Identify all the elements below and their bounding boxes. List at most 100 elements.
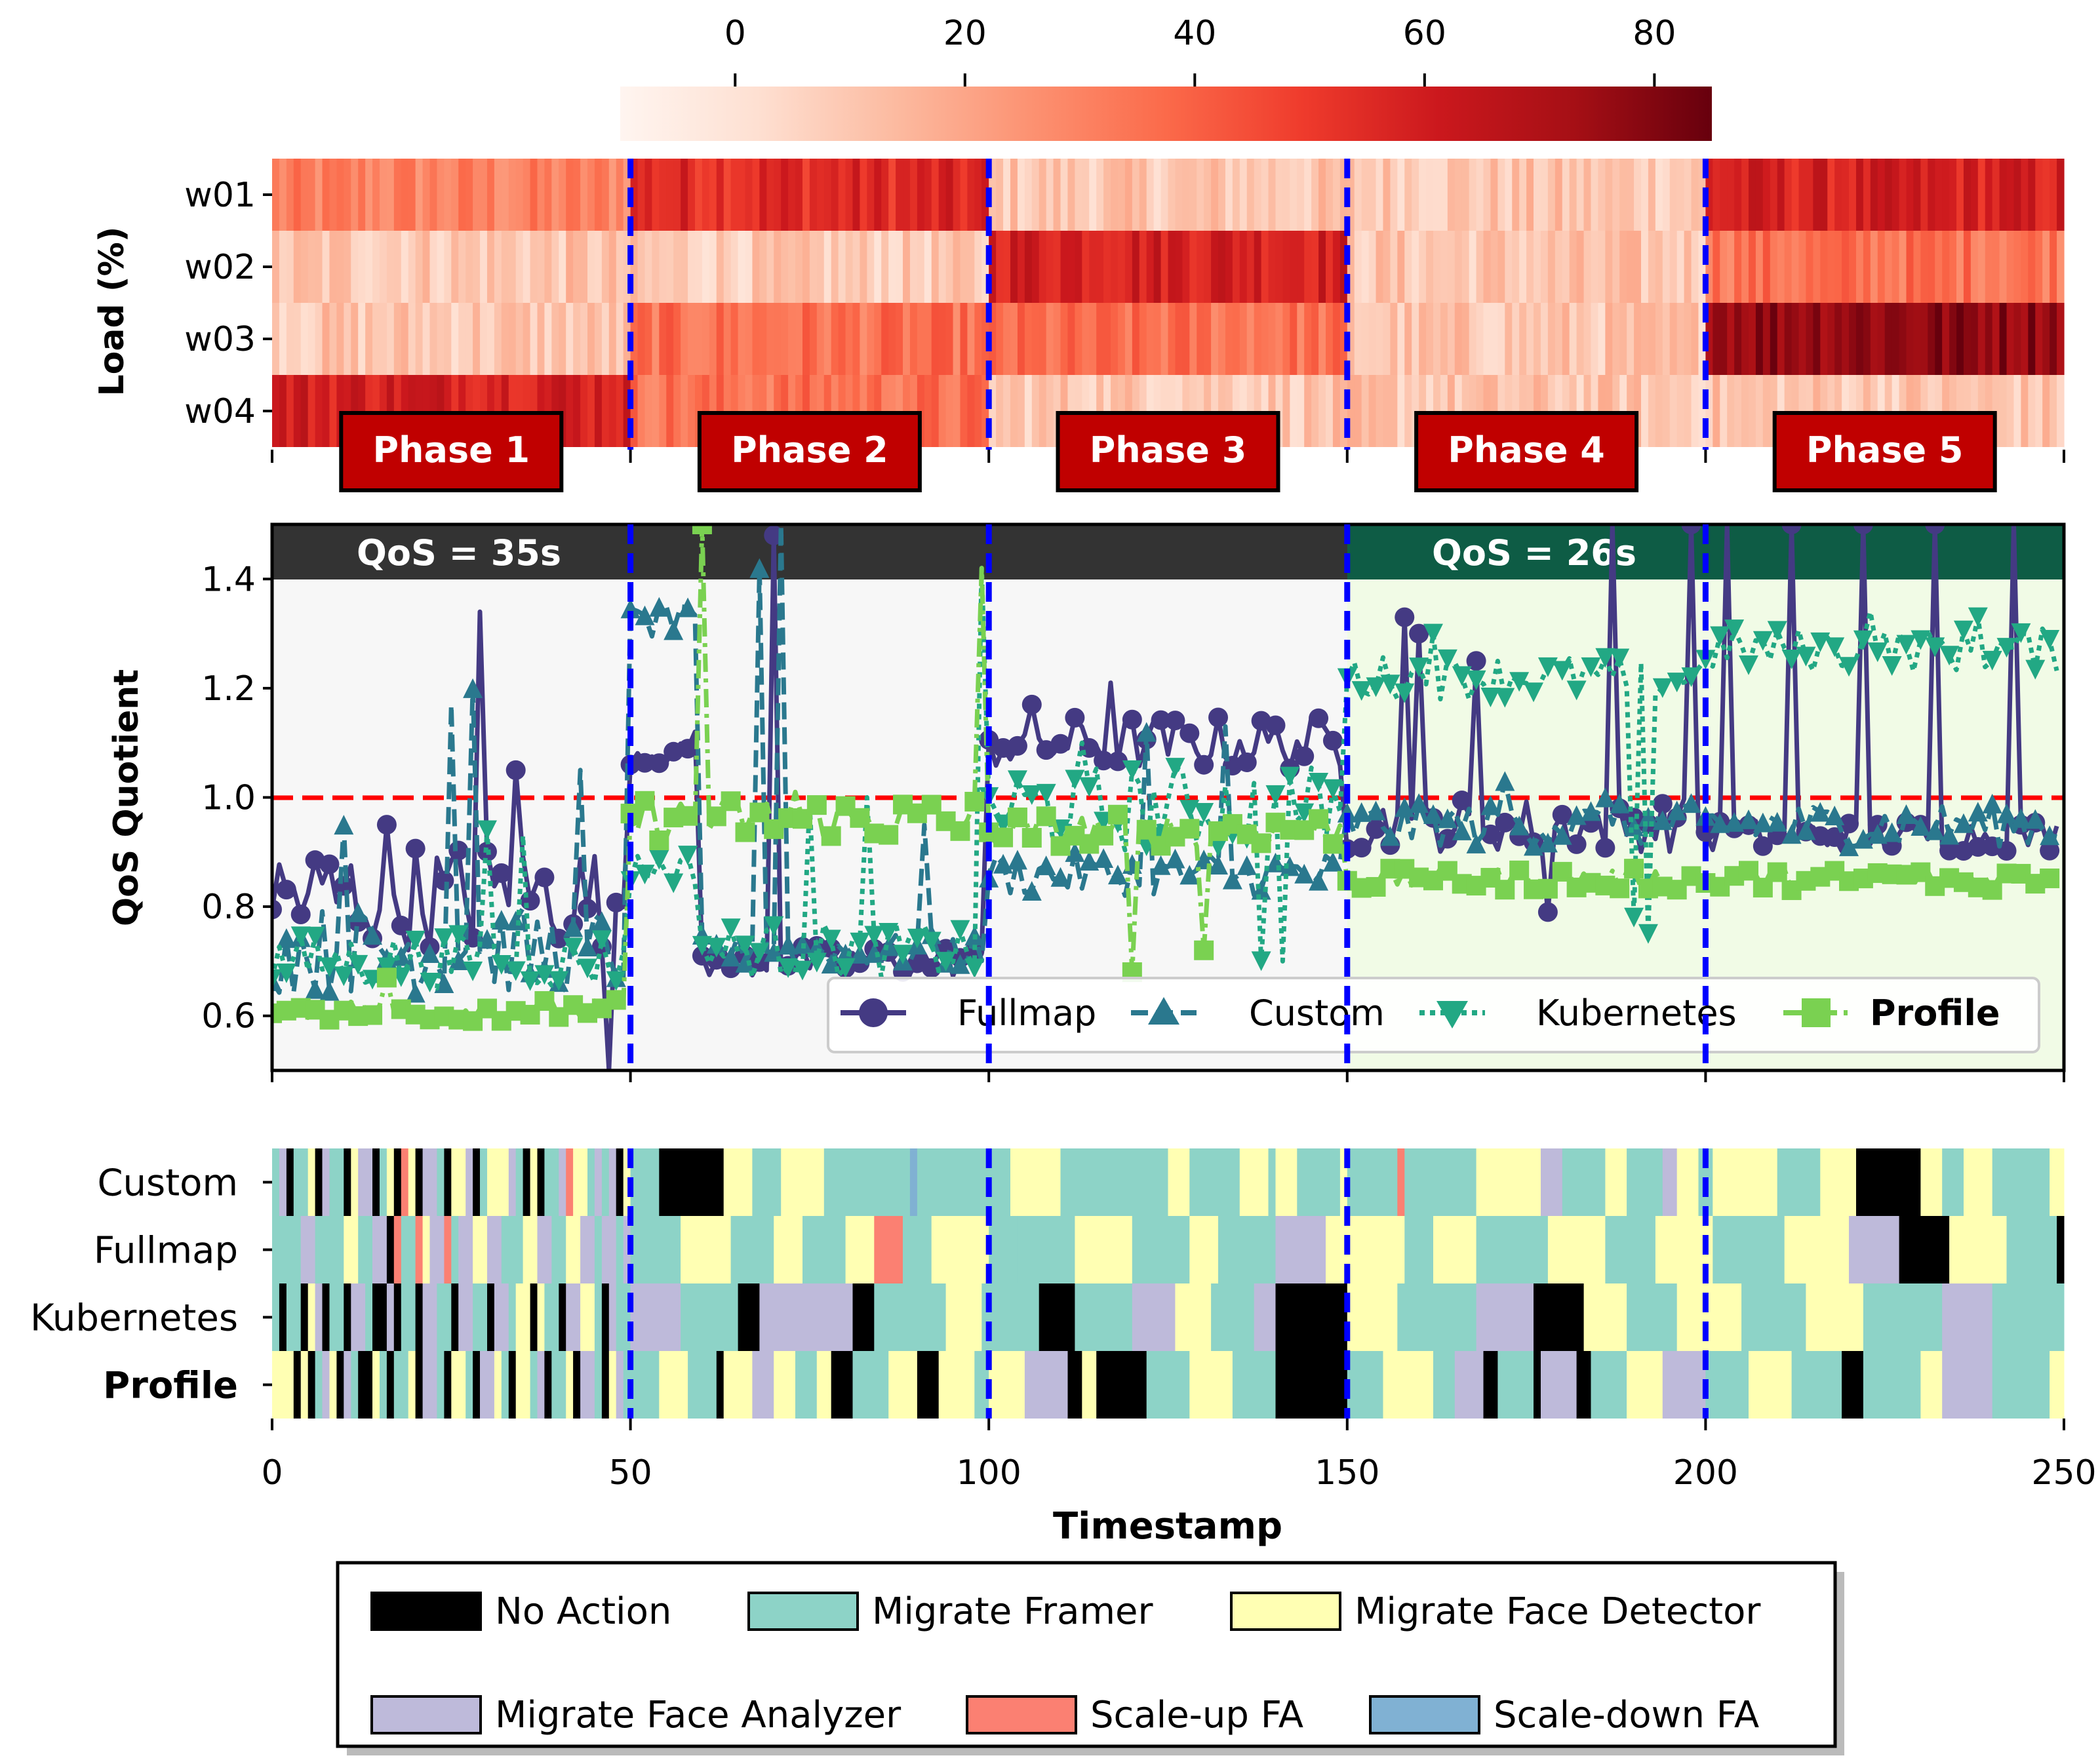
heatmap-cell <box>601 303 610 375</box>
heatmap-cell <box>802 159 810 231</box>
action-cell-custom <box>659 1148 724 1216</box>
heatmap-cell <box>523 159 531 231</box>
heatmap-cell <box>845 159 854 231</box>
series-custom-point <box>1136 722 1157 742</box>
heatmap-cell <box>623 159 631 231</box>
action-cell-custom <box>909 1148 918 1216</box>
heatmap-cell <box>372 303 380 375</box>
heatmap-cell <box>566 159 574 231</box>
heatmap-cell <box>759 231 767 303</box>
action-cell-custom <box>1777 1148 1821 1216</box>
heatmap-ylabel: Load (%) <box>92 227 132 397</box>
heatmap-cell <box>307 375 316 447</box>
series-custom-point <box>678 597 698 617</box>
series-kubernetes-point <box>850 932 870 952</box>
action-cell-custom <box>487 1148 509 1216</box>
series-profile-point <box>2040 868 2060 888</box>
heatmap-cell <box>594 231 603 303</box>
heatmap-cell <box>974 303 982 375</box>
heatmap-cell <box>709 159 717 231</box>
heatmap-cell <box>444 231 452 303</box>
action-cell-profile <box>1627 1351 1663 1419</box>
heatmap-cell <box>1060 231 1069 303</box>
heatmap-cell <box>1426 231 1434 303</box>
series-profile-point <box>749 802 770 823</box>
series-custom-point <box>1537 832 1558 853</box>
heatmap-cell <box>1490 231 1498 303</box>
heatmap-cell <box>279 159 287 231</box>
heatmap-cell <box>967 159 975 231</box>
heatmap-cell <box>365 159 373 231</box>
heatmap-cell <box>451 159 459 231</box>
heatmap-cell <box>816 159 825 231</box>
heatmap-cell <box>1347 231 1355 303</box>
heatmap-cell <box>795 159 803 231</box>
action-cell-custom <box>1476 1148 1541 1216</box>
heatmap-cell <box>486 303 495 375</box>
series-fullmap-point <box>491 863 511 883</box>
series-profile-point <box>649 830 669 850</box>
action-cell-fullmap <box>931 1216 989 1283</box>
heatmap-cell <box>630 159 639 231</box>
action-cell-kubernetes <box>451 1283 459 1351</box>
heatmap-cell <box>1784 303 1793 375</box>
series-kubernetes-point <box>936 952 956 972</box>
heatmap-cell <box>523 303 531 375</box>
action-legend-swatch <box>747 1592 859 1631</box>
series-custom-point <box>806 937 827 958</box>
heatmap-cell <box>473 159 481 231</box>
heatmap-cell <box>666 231 674 303</box>
series-custom-point <box>1395 797 1415 817</box>
heatmap-cell <box>1383 375 1391 447</box>
qos-y-tick-label: 1.4 <box>201 560 256 599</box>
heatmap-cell <box>1397 303 1405 375</box>
heatmap-cell <box>816 303 825 375</box>
heatmap-cell <box>329 159 337 231</box>
action-cell-kubernetes <box>1175 1283 1212 1351</box>
qos-ylabel: QoS Quotient <box>107 669 146 926</box>
heatmap-cell <box>1304 303 1312 375</box>
action-cell-profile <box>473 1351 481 1419</box>
action-cell-profile <box>1454 1351 1484 1419</box>
series-custom-point <box>1953 813 1973 833</box>
heatmap-cell <box>809 303 818 375</box>
action-cell-profile <box>372 1351 380 1419</box>
heatmap-cell <box>637 303 646 375</box>
action-cell-profile <box>1749 1351 1793 1419</box>
action-cell-profile <box>530 1351 538 1419</box>
heatmap-cell <box>1583 231 1592 303</box>
heatmap-cell <box>537 303 545 375</box>
heatmap-cell <box>300 375 309 447</box>
heatmap-cell <box>1447 303 1456 375</box>
heatmap-cell <box>1798 303 1807 375</box>
series-kubernetes-point <box>505 961 526 981</box>
phase-label-box <box>1056 411 1280 492</box>
heatmap-cell <box>1053 159 1061 231</box>
action-cell-custom <box>444 1148 452 1216</box>
action-cell-kubernetes <box>608 1283 617 1351</box>
heatmap-cell <box>300 231 309 303</box>
heatmap-cell <box>293 375 302 447</box>
series-custom-point <box>1452 820 1472 840</box>
series-custom-point <box>1968 802 1988 822</box>
series-kubernetes-point <box>290 926 311 947</box>
heatmap-cell <box>730 303 739 375</box>
heatmap-cell <box>1390 159 1398 231</box>
heatmap-cell <box>1082 159 1090 231</box>
action-cell-kubernetes <box>1583 1283 1627 1351</box>
series-kubernetes-point <box>1280 766 1300 787</box>
heatmap-cell <box>1433 231 1441 303</box>
series-fullmap-point <box>1122 709 1142 730</box>
action-cell-kubernetes <box>580 1283 595 1351</box>
heatmap-cell <box>573 231 581 303</box>
heatmap-cell <box>1426 159 1434 231</box>
series-kubernetes-point <box>448 925 469 945</box>
heatmap-cell <box>1676 159 1685 231</box>
qos-y-tick-label: 0.6 <box>201 997 256 1036</box>
heatmap-cell <box>1985 159 1993 231</box>
series-custom-point <box>1652 810 1673 831</box>
action-cell-profile <box>1433 1351 1456 1419</box>
colorbar-tick-label: 40 <box>1173 14 1216 53</box>
heatmap-cell <box>1454 231 1463 303</box>
heatmap-cell <box>1963 303 1971 375</box>
